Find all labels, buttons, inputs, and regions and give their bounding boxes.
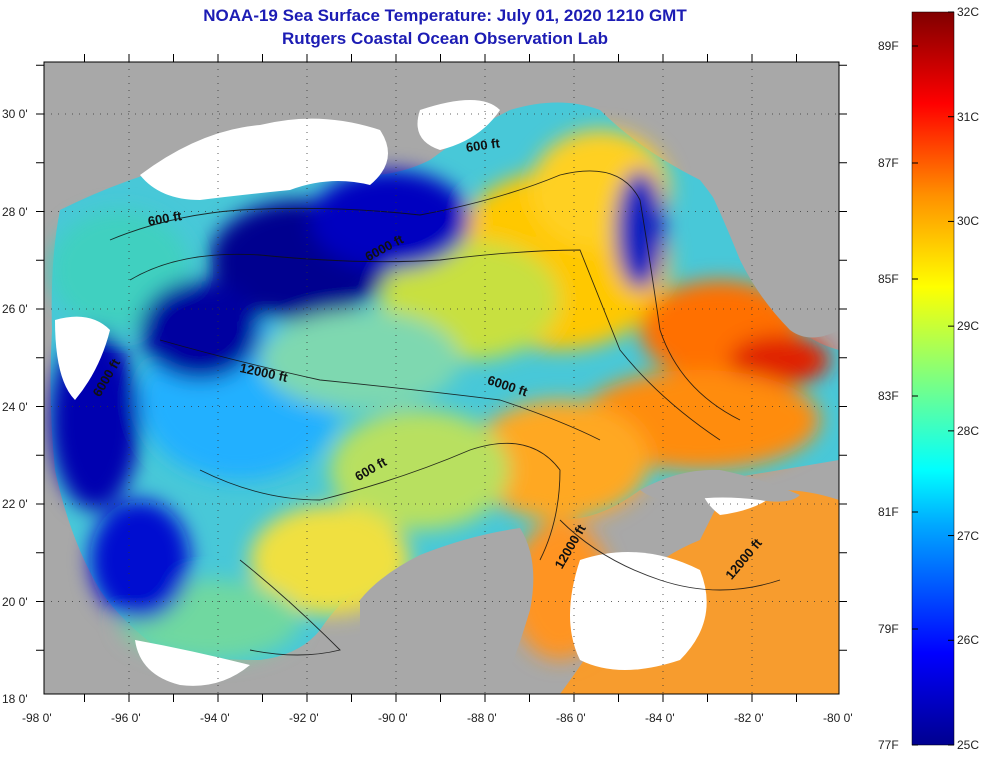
colorbar-f-label: 87F (878, 156, 899, 170)
lat-label: 30 0' (2, 107, 28, 121)
gulf-sst-field (50, 102, 839, 694)
colorbar-ticks (912, 11, 954, 746)
colorbar-c-label: 26C (957, 633, 980, 648)
colorbar-c-label: 25C (957, 738, 980, 752)
lon-label: -84 0' (645, 711, 675, 725)
map-subtitle: Rutgers Coastal Ocean Observation Lab (282, 29, 608, 48)
lon-label: -86 0' (556, 711, 586, 725)
lon-label: -98 0' (22, 711, 52, 725)
colorbar-f-label: 79F (878, 622, 899, 636)
colorbar-c-label: 28C (957, 423, 980, 438)
lat-label: 20 0' (2, 594, 28, 609)
colorbar-f-label: 89F (878, 39, 899, 53)
bathymetry-contours (109, 170, 781, 656)
lon-label: -88 0' (467, 711, 497, 725)
map-title: NOAA-19 Sea Surface Temperature: July 01… (203, 6, 687, 25)
lon-label: -92 0' (289, 711, 319, 725)
colorbar-f-label: 81F (878, 505, 899, 519)
lat-label: 24 0' (2, 399, 28, 414)
colorbar-c-label: 30C (957, 214, 980, 229)
colorbar-c-label: 29C (957, 319, 980, 334)
lat-label: 28 0' (2, 204, 28, 219)
colorbar-f-label: 85F (878, 272, 899, 286)
graticule (44, 62, 839, 694)
colorbar-c-label: 27C (957, 528, 980, 543)
colorbar-c-label: 32C (957, 5, 980, 19)
colorbar-c-label: 31C (957, 109, 980, 124)
yucatan-landmass (360, 528, 534, 694)
lon-label: -80 0' (823, 711, 853, 725)
lon-label: -94 0' (200, 711, 230, 725)
cuba-landmass (640, 469, 800, 502)
lat-label: 22 0' (2, 497, 28, 511)
map-plot (44, 62, 839, 694)
lon-label: -96 0' (111, 711, 141, 725)
colorbar-f-label: 83F (878, 389, 899, 403)
lon-label: -90 0' (378, 711, 408, 725)
lat-label: 26 0' (2, 302, 28, 316)
colorbar-f-label: 77F (878, 738, 899, 752)
florida-landmass (680, 62, 839, 338)
map-frame (43, 61, 840, 695)
lat-label: 18 0' (2, 692, 28, 706)
colorbar (911, 11, 955, 746)
axis-ticks (36, 54, 847, 702)
lon-label: -82 0' (734, 711, 764, 725)
